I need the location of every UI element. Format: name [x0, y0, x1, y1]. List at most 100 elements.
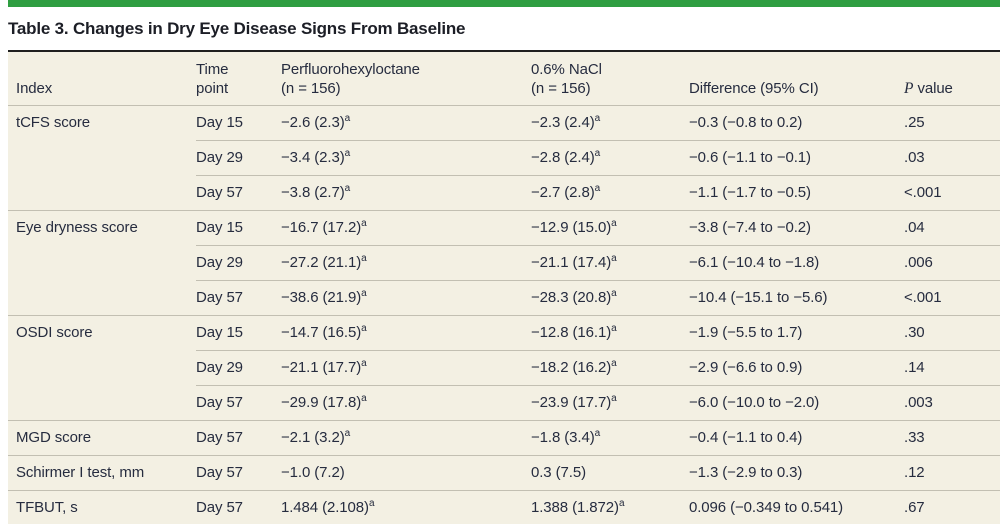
table-row: OSDI score Day 15 −14.7 (16.5)a −12.8 (1…	[8, 315, 1000, 421]
column-header-label: 0.6% NaCl	[531, 61, 602, 78]
cell-nacl: −23.9 (17.7)a	[531, 385, 689, 421]
table-row: Schirmer I test, mm Day 57 −1.0 (7.2) 0.…	[8, 455, 1000, 491]
cell-difference: −3.8 (−7.4 to −0.2)	[689, 210, 904, 246]
footnote-marker: a	[611, 253, 617, 264]
cell-difference: −0.3 (−0.8 to 0.2)	[689, 105, 904, 141]
cell-nacl: −28.3 (20.8)a	[531, 280, 689, 316]
cell-value: −29.9 (17.8)	[281, 394, 362, 411]
column-header-time-point: Time point	[196, 51, 281, 106]
table-row: TFBUT, s Day 57 1.484 (2.108)a 1.388 (1.…	[8, 490, 1000, 524]
cell-index: Eye dryness score	[8, 210, 196, 316]
cell-difference: −1.1 (−1.7 to −0.5)	[689, 175, 904, 211]
cell-time-point: Day 15	[196, 210, 281, 246]
cell-value: −3.8 (2.7)	[281, 184, 345, 201]
column-header-p-value: P value	[904, 51, 1000, 106]
cell-time-point: Day 29	[196, 350, 281, 386]
cell-pfho: −29.9 (17.8)a	[281, 385, 531, 421]
cell-value: −18.2 (16.2)	[531, 359, 612, 376]
table-row: Day 57 −3.8 (2.7)a −2.7 (2.8)a −1.1 (−1.…	[8, 175, 1000, 211]
cell-p-value: .006	[904, 245, 1000, 281]
footnote-marker: a	[344, 148, 351, 159]
cell-p-value: <.001	[904, 280, 1000, 316]
cell-pfho: −21.1 (17.7)a	[281, 350, 531, 386]
footnote-marker: a	[368, 498, 375, 509]
column-header-label: (n = 156)	[531, 80, 591, 97]
column-header-label: Time	[196, 61, 229, 78]
cell-nacl: −12.9 (15.0)a	[531, 210, 689, 246]
cell-index: OSDI score	[8, 315, 196, 421]
cell-pfho: −3.8 (2.7)a	[281, 175, 531, 211]
cell-difference: −1.3 (−2.9 to 0.3)	[689, 455, 904, 491]
column-header-label: Perfluorohexyloctane	[281, 61, 420, 78]
footnote-marker: a	[361, 253, 367, 264]
cell-pfho: −3.4 (2.3)a	[281, 140, 531, 176]
cell-index: TFBUT, s	[8, 490, 196, 524]
column-header-label: (n = 156)	[281, 80, 341, 97]
cell-pfho: −2.1 (3.2)a	[281, 420, 531, 456]
table-row: Day 29 −21.1 (17.7)a −18.2 (16.2)a −2.9 …	[8, 350, 1000, 386]
cell-p-value: .04	[904, 210, 1000, 246]
column-header-label: point	[196, 80, 229, 97]
cell-nacl: 1.388 (1.872)a	[531, 490, 689, 524]
column-header-nacl: 0.6% NaCl (n = 156)	[531, 51, 689, 106]
cell-value: −16.7 (17.2)	[281, 219, 362, 236]
cell-time-point: Day 15	[196, 315, 281, 351]
cell-difference: −1.9 (−5.5 to 1.7)	[689, 315, 904, 351]
cell-p-value: .67	[904, 490, 1000, 524]
cell-index: MGD score	[8, 420, 196, 456]
dry-eye-signs-table: Index Time point Perfluorohexyloctane (n…	[8, 50, 1000, 524]
table-row: tCFS score Day 15 −2.6 (2.3)a −2.3 (2.4)…	[8, 105, 1000, 211]
table-title: Table 3. Changes in Dry Eye Disease Sign…	[8, 19, 466, 38]
cell-p-value: .14	[904, 350, 1000, 386]
footnote-marker: a	[594, 148, 601, 159]
footnote-marker: a	[361, 288, 367, 299]
cell-difference: 0.096 (−0.349 to 0.541)	[689, 490, 904, 524]
cell-value: −28.3 (20.8)	[531, 289, 612, 306]
cell-value: 1.484 (2.108)	[281, 499, 369, 516]
cell-value: −2.3 (2.4)	[531, 114, 595, 131]
table-row: MGD score Day 57 −2.1 (3.2)a −1.8 (3.4)a…	[8, 420, 1000, 456]
column-header-label: value	[913, 80, 953, 97]
footnote-marker: a	[344, 183, 351, 194]
footnote-marker: a	[594, 113, 601, 124]
cell-p-value: .003	[904, 385, 1000, 421]
cell-value: −1.8 (3.4)	[531, 429, 595, 446]
cell-p-value: .30	[904, 315, 1000, 351]
column-header-label: Index	[16, 80, 53, 97]
column-header-perfluorohexyloctane: Perfluorohexyloctane (n = 156)	[281, 51, 531, 106]
cell-difference: −2.9 (−6.6 to 0.9)	[689, 350, 904, 386]
cell-value: −23.9 (17.7)	[531, 394, 612, 411]
footnote-marker: a	[611, 393, 617, 404]
footnote-marker: a	[611, 218, 617, 229]
footnote-marker: a	[361, 358, 367, 369]
header-row: Index Time point Perfluorohexyloctane (n…	[8, 51, 1000, 106]
cell-value: −1.0 (7.2)	[281, 464, 345, 481]
cell-index: tCFS score	[8, 105, 196, 211]
column-header-label: Difference (95% CI)	[689, 80, 819, 97]
footnote-marker: a	[361, 323, 367, 334]
cell-pfho: −16.7 (17.2)a	[281, 210, 531, 246]
cell-p-value: <.001	[904, 175, 1000, 211]
cell-nacl: −12.8 (16.1)a	[531, 315, 689, 351]
cell-time-point: Day 15	[196, 105, 281, 141]
cell-time-point: Day 57	[196, 280, 281, 316]
cell-value: −27.2 (21.1)	[281, 254, 362, 271]
cell-nacl: −21.1 (17.4)a	[531, 245, 689, 281]
cell-value: 1.388 (1.872)	[531, 499, 619, 516]
footnote-marker: a	[361, 393, 367, 404]
cell-value: −12.9 (15.0)	[531, 219, 612, 236]
cell-p-value: .25	[904, 105, 1000, 141]
cell-value: −3.4 (2.3)	[281, 149, 345, 166]
cell-difference: −10.4 (−15.1 to −5.6)	[689, 280, 904, 316]
cell-value: −14.7 (16.5)	[281, 324, 362, 341]
footnote-marker: a	[611, 358, 617, 369]
cell-time-point: Day 57	[196, 490, 281, 524]
footnote-marker: a	[611, 323, 617, 334]
footnote-marker: a	[594, 428, 601, 439]
p-italic-label: P	[904, 80, 914, 97]
cell-value: −2.1 (3.2)	[281, 429, 345, 446]
cell-p-value: .03	[904, 140, 1000, 176]
table-row: Day 57 −38.6 (21.9)a −28.3 (20.8)a −10.4…	[8, 280, 1000, 316]
cell-difference: −6.1 (−10.4 to −1.8)	[689, 245, 904, 281]
